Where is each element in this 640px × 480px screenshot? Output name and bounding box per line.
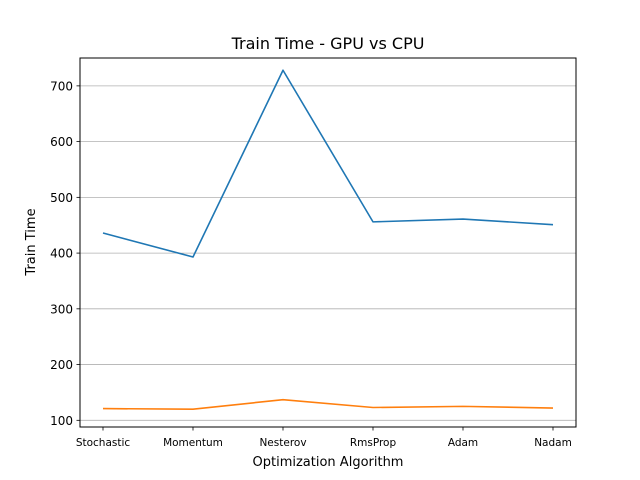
- series-lines: [102, 69, 554, 410]
- x-tick-label: Momentum: [163, 437, 223, 449]
- x-axis: Stochastic Momentum Nesterov RmsProp Adam Nad…: [76, 427, 572, 449]
- y-tick-label: 200: [50, 358, 73, 372]
- x-tick-label: RmsProp: [350, 437, 397, 449]
- y-tick-label: 500: [50, 191, 73, 205]
- y-tick-label: 100: [50, 414, 73, 428]
- series-line-1: [102, 69, 554, 258]
- chart-title: Train Time - GPU vs CPU: [231, 34, 425, 53]
- y-axis-label: Train Time: [24, 208, 39, 276]
- y-tick-label: 400: [50, 247, 73, 261]
- y-tick-label: 600: [50, 135, 73, 149]
- series-line-2: [102, 398, 554, 410]
- y-tick-label: 300: [50, 302, 73, 316]
- x-tick-label: Adam: [448, 437, 478, 449]
- plot-area-frame: [79, 57, 577, 428]
- y-tick-label: 700: [50, 79, 73, 93]
- x-tick-label: Nadam: [534, 437, 572, 449]
- x-axis-label: Optimization Algorithm: [253, 455, 404, 470]
- x-tick-label: Stochastic: [76, 437, 131, 449]
- gridlines: [80, 85, 576, 421]
- y-axis: 100 200 300 400 500 600 700: [50, 79, 80, 428]
- x-tick-label: Nesterov: [259, 437, 306, 449]
